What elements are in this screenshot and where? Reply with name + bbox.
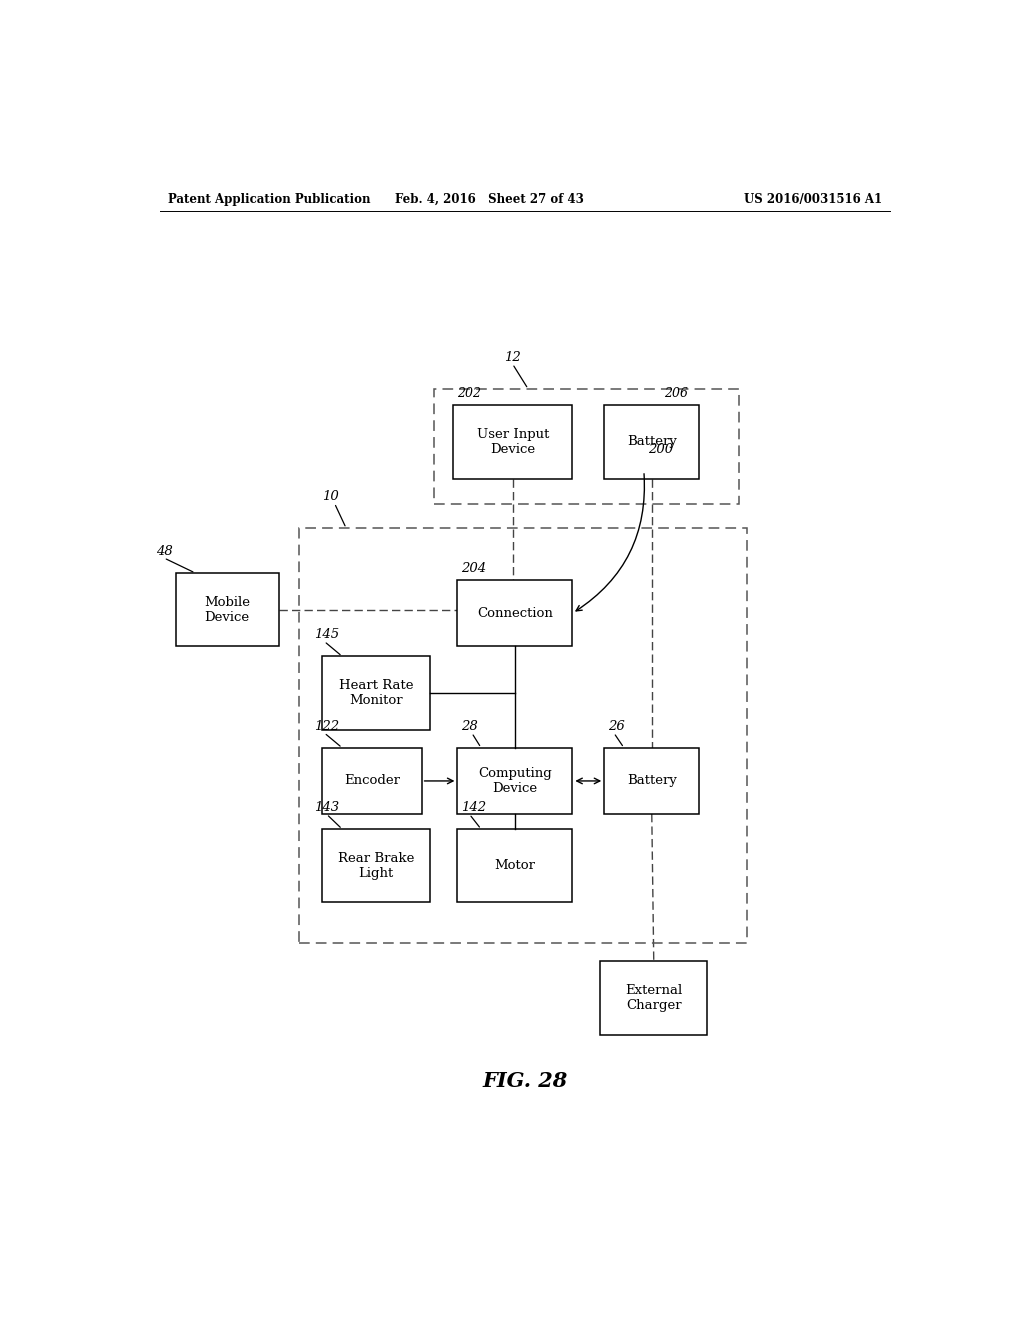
Text: 142: 142 (461, 801, 486, 814)
Bar (458, 581, 572, 647)
Text: Mobile
Device: Mobile Device (204, 595, 250, 623)
Bar (323, 829, 430, 903)
Text: 202: 202 (458, 387, 481, 400)
Bar (323, 748, 422, 814)
Text: Battery: Battery (627, 775, 677, 788)
Text: User Input
Device: User Input Device (477, 428, 549, 455)
Bar (433, 389, 739, 504)
Text: 204: 204 (461, 562, 486, 576)
Text: Battery: Battery (627, 436, 677, 449)
Bar (176, 573, 279, 647)
Text: 10: 10 (323, 490, 339, 503)
Text: Encoder: Encoder (344, 775, 400, 788)
Text: Computing
Device: Computing Device (478, 767, 552, 795)
Text: US 2016/0031516 A1: US 2016/0031516 A1 (743, 193, 882, 206)
Text: Patent Application Publication: Patent Application Publication (168, 193, 371, 206)
Text: 143: 143 (314, 801, 340, 814)
Text: External
Charger: External Charger (625, 983, 682, 1012)
Bar (458, 829, 572, 903)
Text: 122: 122 (314, 719, 340, 733)
Text: 28: 28 (461, 719, 478, 733)
Bar (458, 748, 572, 814)
Text: FIG. 28: FIG. 28 (482, 1072, 567, 1092)
Bar (604, 748, 699, 814)
Text: Motor: Motor (495, 859, 536, 873)
Text: 145: 145 (314, 628, 340, 642)
Text: Rear Brake
Light: Rear Brake Light (338, 851, 414, 880)
Text: 200: 200 (648, 442, 673, 455)
Text: Feb. 4, 2016   Sheet 27 of 43: Feb. 4, 2016 Sheet 27 of 43 (394, 193, 584, 206)
Text: 206: 206 (664, 387, 688, 400)
Bar (299, 528, 748, 942)
Text: 12: 12 (505, 351, 521, 364)
Bar (600, 961, 708, 1035)
Bar (454, 405, 572, 479)
Text: 48: 48 (156, 545, 172, 558)
Bar (323, 656, 430, 730)
Text: 26: 26 (608, 719, 625, 733)
Text: Heart Rate
Monitor: Heart Rate Monitor (339, 678, 414, 708)
Bar (604, 405, 699, 479)
Text: Connection: Connection (477, 607, 553, 619)
